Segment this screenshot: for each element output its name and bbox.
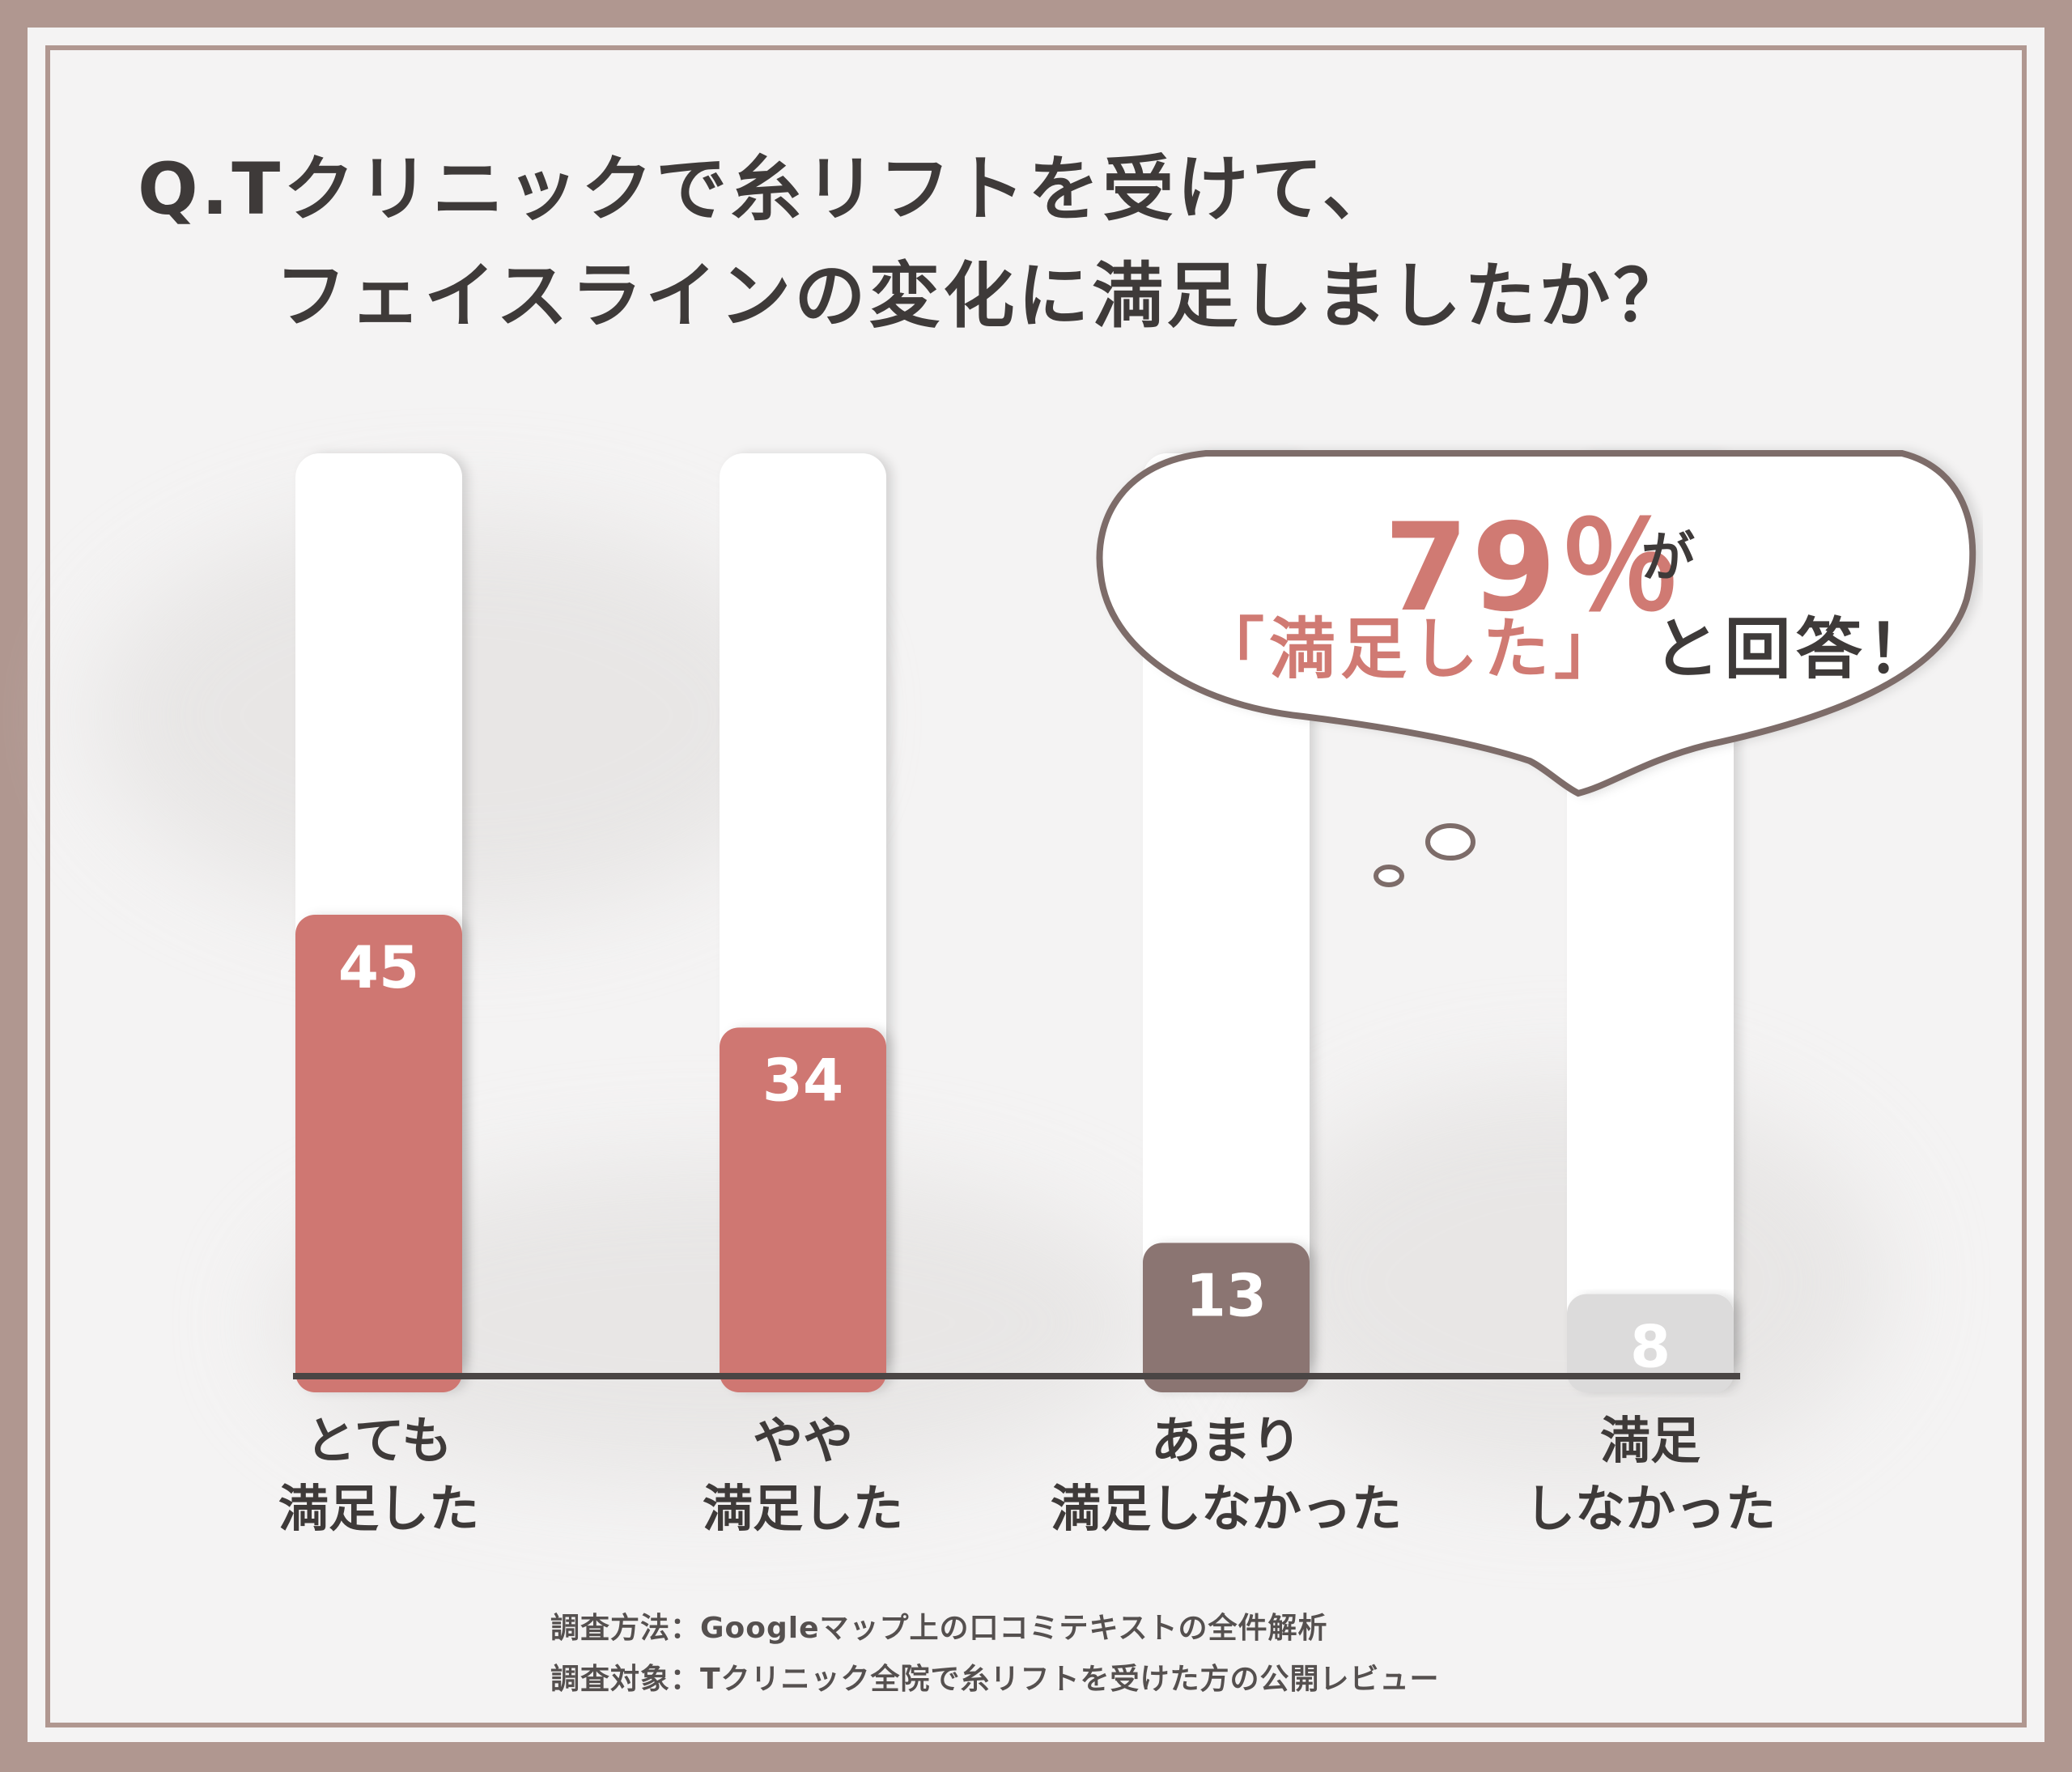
bar-value-label: 8 [1630,1313,1671,1381]
callout-line-2: 「満足した」 と回答！ [1198,595,1938,691]
callout-suffix: が [1641,526,1695,589]
survey-method-note: 調査方法：Googleマップ上の口コミテキストの全件解析 [550,1612,1328,1645]
x-tick-label: 満足 しなかった [1524,1411,1776,1538]
frame-border [45,45,2027,1727]
bar [1567,1294,1734,1392]
bar-value-label: 45 [338,933,419,1001]
title-line-2: フェイスラインの変化に満足しましたか？ [275,254,1688,338]
chart-title: Q.Tクリニックで糸リフトを受けて、 フェイスラインの変化に満足しましたか？ [138,136,1999,350]
x-tick-label: あまり 満足しなかった [1050,1411,1402,1538]
speech-bubble [1096,450,1976,887]
survey-target-note: 調査対象：Tクリニック全院で糸リフトを受けた方の公開レビュー [550,1663,1440,1696]
bar-value-label: 13 [1186,1261,1267,1329]
bar [1143,1243,1310,1392]
title-line-1: Q.Tクリニックで糸リフトを受けて、 [138,147,1397,231]
bar [295,915,462,1392]
callout-quote: 「満足した」 [1198,611,1626,688]
x-tick-label: やや 満足した [702,1411,903,1538]
x-tick-label: とても 満足した [278,1411,479,1538]
bar-value-label: 34 [762,1046,843,1114]
bar [720,1027,886,1392]
callout-answer: と回答！ [1653,611,1938,688]
callout-percent: 79％ [1384,498,1684,639]
